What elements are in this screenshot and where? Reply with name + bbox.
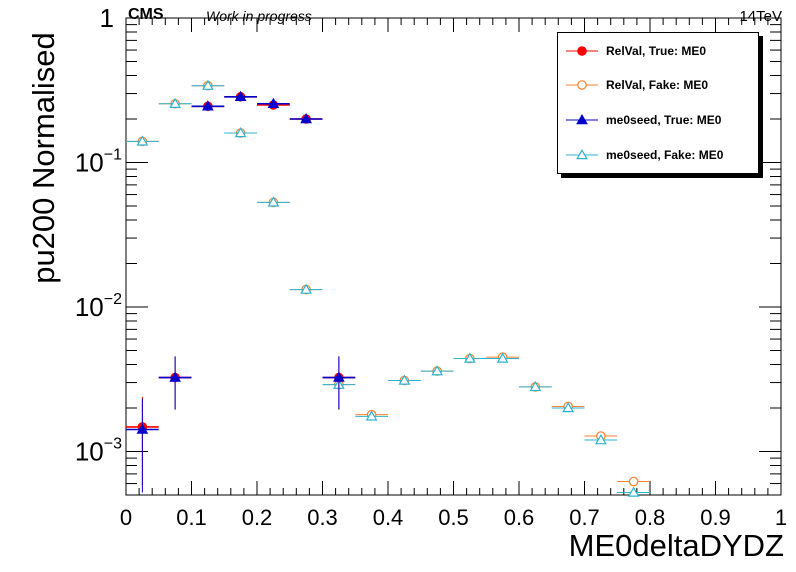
data-point [431,365,443,376]
data-point [169,97,181,108]
experiment-label: CMS [128,6,164,23]
legend-entry: me0seed, True: ME0 [558,110,758,130]
energy-label: 14TeV [739,8,782,25]
data-point [595,434,607,445]
y-tick-label: 1 [100,3,114,33]
data-point [333,371,345,382]
data-point [577,80,587,90]
data-point [398,374,411,385]
x-tick-label: 0.2 [242,505,273,530]
legend-marker-icon [566,148,598,160]
legend-entry: me0seed, Fake: ME0 [558,145,758,165]
data-point [136,423,149,434]
data-point [627,486,640,497]
x-tick-label: 0.5 [438,505,469,530]
x-tick-label: 0.6 [504,505,535,530]
y-axis: 1 10−1 10−2 10−3 [75,3,781,496]
x-tick-label: 0.8 [635,505,666,530]
data-point [365,410,378,421]
x-tick-label: 0.7 [569,505,600,530]
x-tick-label: 0.1 [176,505,207,530]
x-tick-label: 0.9 [700,505,731,530]
legend-label: RelVal, Fake: ME0 [606,78,709,92]
series-4 [126,79,650,497]
x-axis: 0 0.1 0.2 0.3 0.4 0.5 0.6 0.7 0.8 0.9 1 [120,18,787,530]
legend-label: me0seed, Fake: ME0 [606,148,724,162]
x-tick-label: 1 [775,505,787,530]
data-point [464,352,476,363]
data-point [576,113,588,125]
data-point [529,380,542,392]
x-tick-label: 0 [120,505,132,530]
legend-label: me0seed, True: ME0 [606,113,722,127]
legend-marker-icon [566,113,598,125]
legend: RelVal, True: ME0 RelVal, Fake: ME0 me0s… [557,32,759,174]
data-point [496,352,509,363]
data-point [136,135,149,146]
data-point [300,283,312,294]
data-series [126,79,650,497]
legend-label: RelVal, True: ME0 [606,44,707,58]
x-tick-label: 0.3 [307,505,338,530]
legend-marker-icon [566,80,598,90]
data-point [202,100,214,111]
status-label: Work in progress [206,8,312,24]
y-axis-title: pu200 Normalised [26,32,61,284]
legend-entry: RelVal, Fake: ME0 [558,75,758,95]
data-point [577,46,587,56]
y-tick-label: 10−1 [75,147,122,178]
data-point [300,112,312,124]
data-point [234,90,247,101]
legend-entry: RelVal, True: ME0 [558,41,758,61]
data-point [267,196,280,207]
data-point [169,371,181,382]
y-tick-label: 10−3 [75,436,122,467]
data-point [234,126,247,138]
x-axis-title: ME0deltaDYDZ [568,528,784,563]
data-point [628,476,639,487]
data-point [576,148,588,160]
data-point [267,97,280,108]
y-tick-label: 10−2 [75,291,122,322]
legend-marker-icon [566,46,598,56]
data-point [562,401,574,413]
x-tick-label: 0.4 [373,505,404,530]
data-point [202,79,214,90]
series-3 [126,90,356,493]
